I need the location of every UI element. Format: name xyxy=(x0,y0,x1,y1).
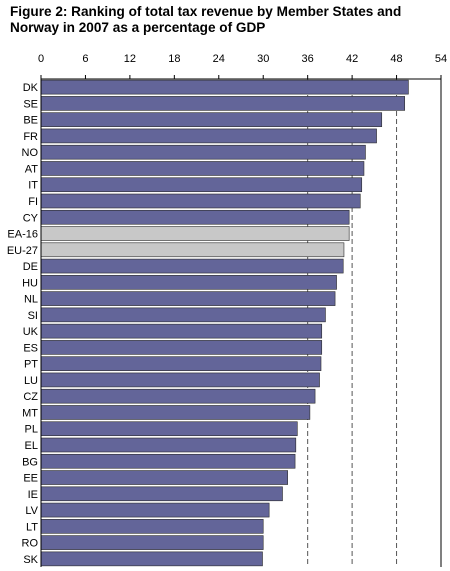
category-label-ie: IE xyxy=(28,489,38,501)
bar-be xyxy=(40,112,383,127)
x-tick-label-6: 6 xyxy=(82,53,88,65)
category-label-pt: PT xyxy=(24,359,38,371)
bar-lv xyxy=(40,502,270,518)
category-label-no: NO xyxy=(22,147,39,159)
bar-eu-27 xyxy=(40,242,345,258)
bar-pl xyxy=(40,421,298,437)
gridlines xyxy=(307,79,398,567)
x-tick-label-18: 18 xyxy=(168,53,180,65)
bar-fi xyxy=(40,193,361,209)
category-label-it: IT xyxy=(28,180,38,192)
bar-hu xyxy=(40,275,337,290)
category-label-ro: RO xyxy=(22,538,39,550)
category-label-pl: PL xyxy=(25,424,38,436)
category-label-lv: LV xyxy=(25,505,38,517)
category-label-dk: DK xyxy=(23,82,39,94)
bar-no xyxy=(40,144,366,160)
category-label-si: SI xyxy=(28,310,38,322)
bar-cz xyxy=(40,388,316,404)
bar-nl xyxy=(40,291,336,306)
bar-ro xyxy=(40,535,264,550)
category-label-fi: FI xyxy=(28,196,38,208)
category-label-se: SE xyxy=(23,98,38,110)
bar-bg xyxy=(40,453,296,469)
x-tick-label-30: 30 xyxy=(257,53,269,65)
plot-frame xyxy=(40,78,442,567)
x-tick-label-54: 54 xyxy=(435,53,447,65)
category-label-fr: FR xyxy=(23,131,38,143)
category-label-bg: BG xyxy=(22,456,38,468)
bar-ee xyxy=(40,470,288,485)
category-label-hu: HU xyxy=(22,277,38,289)
bars xyxy=(40,79,409,567)
category-label-ea-16: EA-16 xyxy=(7,229,38,241)
x-tick-label-42: 42 xyxy=(346,53,358,65)
category-label-sk: SK xyxy=(23,554,38,566)
chart-title: Figure 2: Ranking of total tax revenue b… xyxy=(10,4,402,35)
category-label-el: EL xyxy=(25,440,38,452)
bar-se xyxy=(40,96,406,111)
bar-ie xyxy=(40,486,283,502)
category-label-eu-27: EU-27 xyxy=(7,245,38,257)
bar-sk xyxy=(40,551,263,567)
bar-uk xyxy=(40,323,323,339)
bar-de xyxy=(40,258,344,274)
category-label-nl: NL xyxy=(24,294,38,306)
category-label-uk: UK xyxy=(23,326,39,338)
category-label-cz: CZ xyxy=(23,391,38,403)
category-labels: DK SE BE FR NO AT IT FI CY EA-16 EU-27 DE HU NL SI UK ES… xyxy=(7,82,39,566)
category-label-cy: CY xyxy=(23,212,39,224)
bar-si xyxy=(40,307,326,323)
bar-es xyxy=(40,340,323,355)
bar-pt xyxy=(40,356,322,371)
bar-lt xyxy=(40,519,264,534)
bar-at xyxy=(40,161,365,176)
category-label-de: DE xyxy=(23,261,38,273)
x-tick-label-0: 0 xyxy=(38,53,44,65)
category-label-mt: MT xyxy=(22,407,38,419)
bar-it xyxy=(40,177,363,193)
category-label-es: ES xyxy=(23,342,38,354)
category-label-be: BE xyxy=(23,115,38,127)
x-tick-label-24: 24 xyxy=(213,53,225,65)
bar-mt xyxy=(40,405,311,420)
bar-cy xyxy=(40,209,350,225)
bar-dk xyxy=(40,79,409,95)
bar-el xyxy=(40,437,297,453)
category-label-lt: LT xyxy=(26,521,38,533)
x-tick-label-36: 36 xyxy=(302,53,314,65)
x-tick-label-48: 48 xyxy=(390,53,402,65)
bar-fr xyxy=(40,128,377,144)
category-label-at: AT xyxy=(25,163,39,175)
bar-lu xyxy=(40,372,320,388)
bar-ea-16 xyxy=(40,226,350,241)
category-label-ee: EE xyxy=(23,473,38,485)
x-axis-ticks: 0 6 12 18 24 30 36 42 48 54 xyxy=(38,53,447,79)
x-tick-label-12: 12 xyxy=(124,53,136,65)
category-label-lu: LU xyxy=(24,375,38,387)
